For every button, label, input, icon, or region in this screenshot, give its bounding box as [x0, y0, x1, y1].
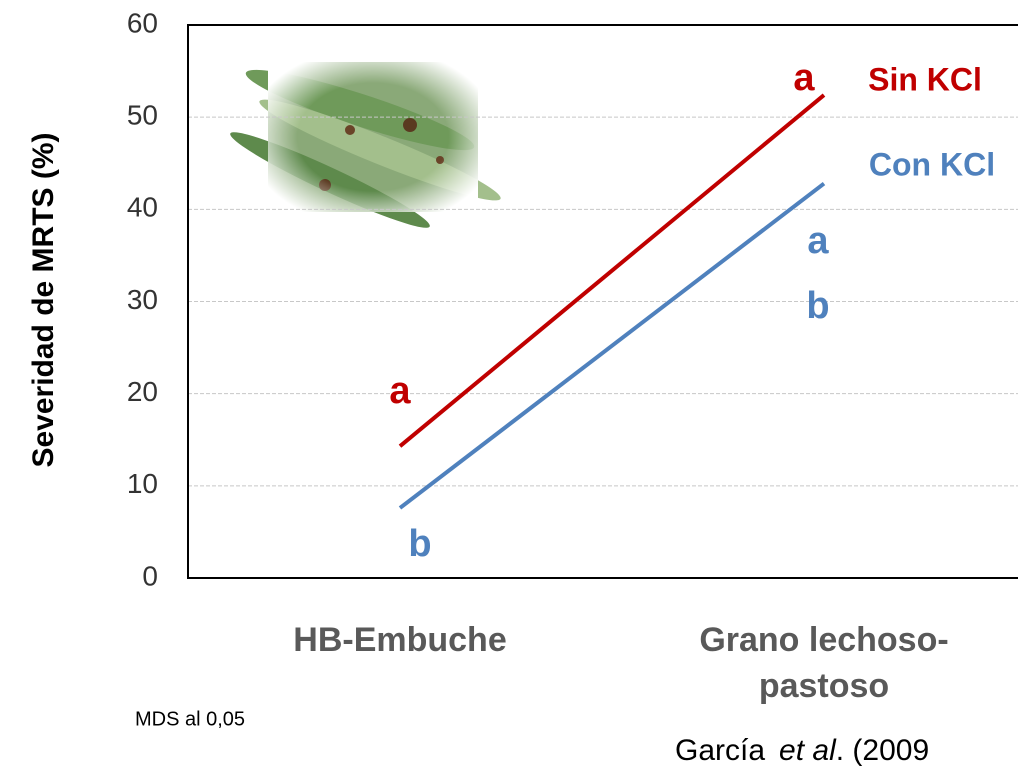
- leaf-photo: [230, 62, 501, 228]
- y-tick-label: 10: [127, 468, 158, 499]
- plot-frame: [187, 24, 1018, 579]
- y-tick-label: 30: [127, 284, 158, 315]
- source: García et al. (2009: [675, 734, 929, 767]
- legend-label: Con KCl: [869, 146, 995, 182]
- y-tick-label: 40: [127, 192, 158, 223]
- annotation: a: [389, 370, 411, 412]
- annotation: a: [793, 57, 815, 99]
- source-etal: et al: [779, 734, 837, 767]
- series-line: [398, 181, 826, 510]
- annotation: b: [408, 523, 431, 565]
- x-tick-label: Grano lechoso-pastoso: [699, 621, 949, 705]
- y-tick-label: 50: [127, 100, 158, 131]
- annotation: b: [806, 285, 829, 327]
- legend-label: Sin KCl: [868, 61, 982, 97]
- source-author: García: [675, 734, 765, 767]
- note: MDS al 0,05: [135, 708, 245, 730]
- y-tick-label: 20: [127, 376, 158, 407]
- annotation: a: [807, 220, 829, 262]
- series-line: [398, 93, 826, 448]
- y-tick-label: 0: [142, 560, 158, 591]
- source-rest: . (2009: [836, 734, 929, 767]
- y-tick-label: 60: [127, 7, 158, 38]
- x-tick-label: HB-Embuche: [293, 621, 507, 659]
- y-axis-label: Severidad de MRTS (%): [27, 132, 60, 467]
